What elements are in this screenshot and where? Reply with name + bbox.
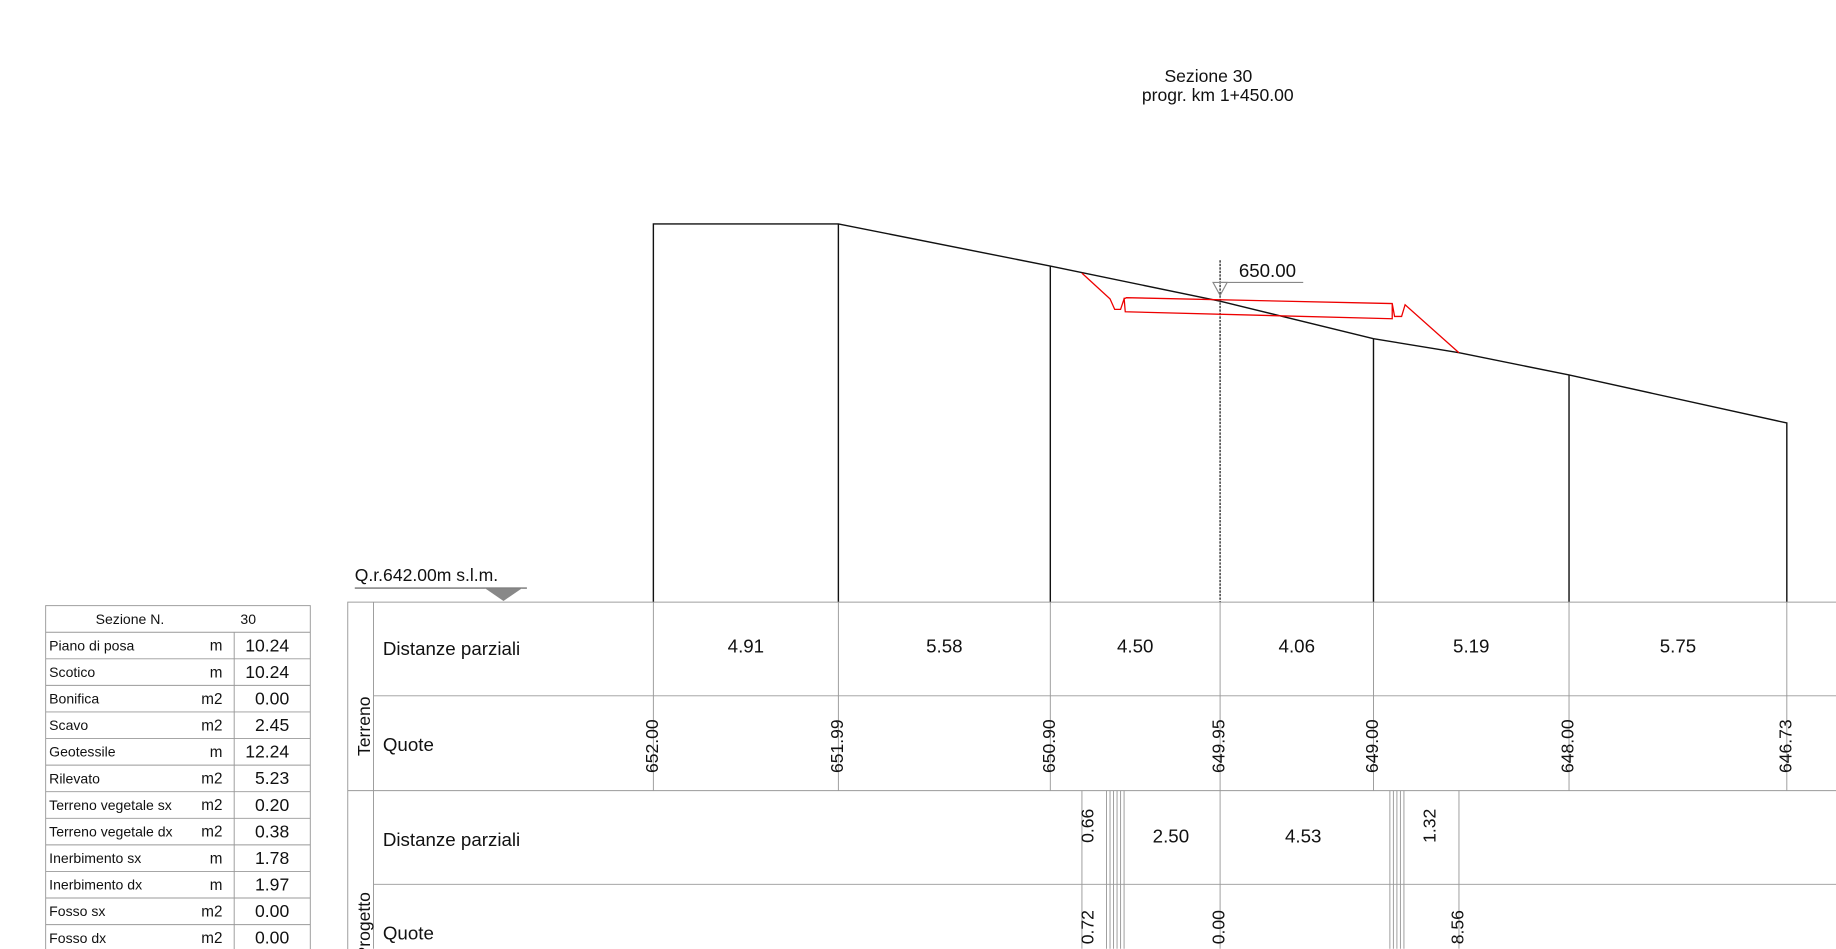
table-value: 0.00 <box>255 688 289 708</box>
elevation: 649.95 <box>1209 719 1229 773</box>
elevation: 8.56 <box>1448 910 1468 944</box>
band-name: Terreno <box>354 696 374 756</box>
table-label: Terreno vegetale dx <box>49 823 172 839</box>
summary-table: Sezione N. 30 Piano di posa m 10.24 Scotico m 1… <box>45 605 311 949</box>
elevation: 651.99 <box>827 719 847 773</box>
table-frame <box>45 605 311 949</box>
table-unit: m2 <box>201 930 222 947</box>
elevation: 646.73 <box>1775 719 1795 773</box>
elevation: 0.72 <box>1078 910 1098 944</box>
table-label: Bonifica <box>49 691 99 707</box>
distance: 5.19 <box>1453 636 1489 657</box>
table-unit: m2 <box>201 771 222 788</box>
distance: 5.75 <box>1660 636 1696 657</box>
elevation: 0.00 <box>1209 910 1229 944</box>
distance: 1.32 <box>1420 809 1440 843</box>
band-frame <box>347 601 1836 949</box>
distance: 0.66 <box>1078 809 1098 843</box>
table-label: Scotico <box>49 664 95 680</box>
table-header: Sezione N. <box>96 611 165 627</box>
table-value: 0.00 <box>255 901 289 921</box>
distance: 2.50 <box>1153 825 1189 846</box>
table-value: 10.24 <box>245 635 289 655</box>
elevation: 649.00 <box>1362 719 1382 773</box>
section-title: Sezione 30 <box>1164 66 1252 86</box>
row-label: Quote <box>383 734 434 755</box>
table-label: Fosso sx <box>49 903 105 919</box>
table-label: Inerbimento dx <box>49 877 142 893</box>
table-value: 1.78 <box>255 848 289 868</box>
table-value: 5.23 <box>255 768 289 788</box>
table-label: Piano di posa <box>49 637 134 653</box>
elevation: 652.00 <box>642 719 662 773</box>
distance: 4.53 <box>1285 825 1321 846</box>
table-unit: m2 <box>201 797 222 814</box>
design-profile <box>1081 272 1460 354</box>
reference-marker <box>484 588 523 601</box>
reference-level: Q.r.642.00m s.l.m. <box>355 565 498 585</box>
table-unit: m2 <box>201 903 222 920</box>
table-value: 0.20 <box>255 795 289 815</box>
row-label: Distanze parziali <box>383 829 520 850</box>
terrain-profile <box>652 223 1788 603</box>
table-unit: m <box>210 877 223 894</box>
section-subtitle: progr. km 1+450.00 <box>1142 85 1294 105</box>
distance: 4.91 <box>728 636 764 657</box>
band-name: Progetto <box>354 892 374 949</box>
row-label: Quote <box>383 923 434 944</box>
elevation: 650.90 <box>1039 719 1059 773</box>
distance: 4.50 <box>1117 636 1153 657</box>
table-label: Rilevato <box>49 770 100 786</box>
row-label: Distanze parziali <box>383 638 520 659</box>
table-unit: m <box>210 664 223 681</box>
table-label: Inerbimento sx <box>49 850 141 866</box>
axis-label: 650.00 <box>1239 260 1296 281</box>
distance: 5.58 <box>926 636 962 657</box>
table-label: Scavo <box>49 717 88 733</box>
table-label: Geotessile <box>49 744 116 760</box>
table-value: 0.38 <box>255 821 289 841</box>
table-value: 2.45 <box>255 715 289 735</box>
table-unit: m2 <box>201 717 222 734</box>
distance: 4.06 <box>1279 636 1315 657</box>
table-unit: m <box>210 850 223 867</box>
table-value: 12.24 <box>245 742 289 762</box>
table-unit: m <box>210 744 223 761</box>
table-label: Terreno vegetale sx <box>49 797 172 813</box>
table-unit: m2 <box>201 824 222 841</box>
table-value: 1.97 <box>255 875 289 895</box>
table-label: Fosso dx <box>49 930 106 946</box>
table-unit: m <box>210 638 223 655</box>
table-unit: m2 <box>201 691 222 708</box>
table-header: 30 <box>240 611 256 627</box>
table-value: 0.00 <box>255 928 289 948</box>
table-value: 10.24 <box>245 662 289 682</box>
terrain-verticals <box>837 223 1570 603</box>
elevation: 648.00 <box>1558 719 1578 773</box>
